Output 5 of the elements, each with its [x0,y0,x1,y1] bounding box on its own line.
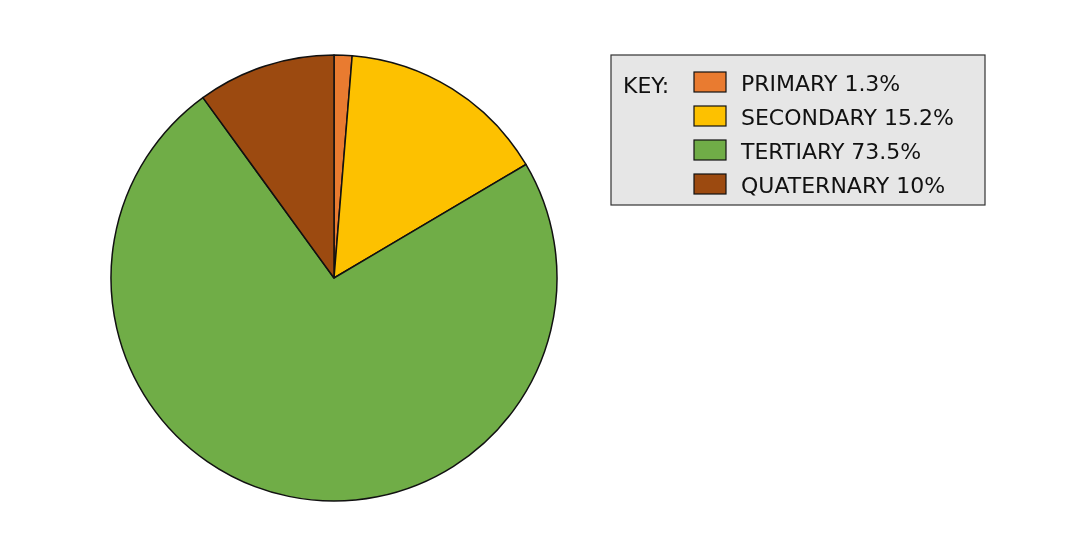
legend-label: QUATERNARY 10% [741,173,946,198]
legend-label: TERTIARY 73.5% [740,139,922,164]
legend-label: PRIMARY 1.3% [741,71,901,96]
legend-label: SECONDARY 15.2% [741,105,954,130]
legend-title: KEY: [623,73,670,98]
